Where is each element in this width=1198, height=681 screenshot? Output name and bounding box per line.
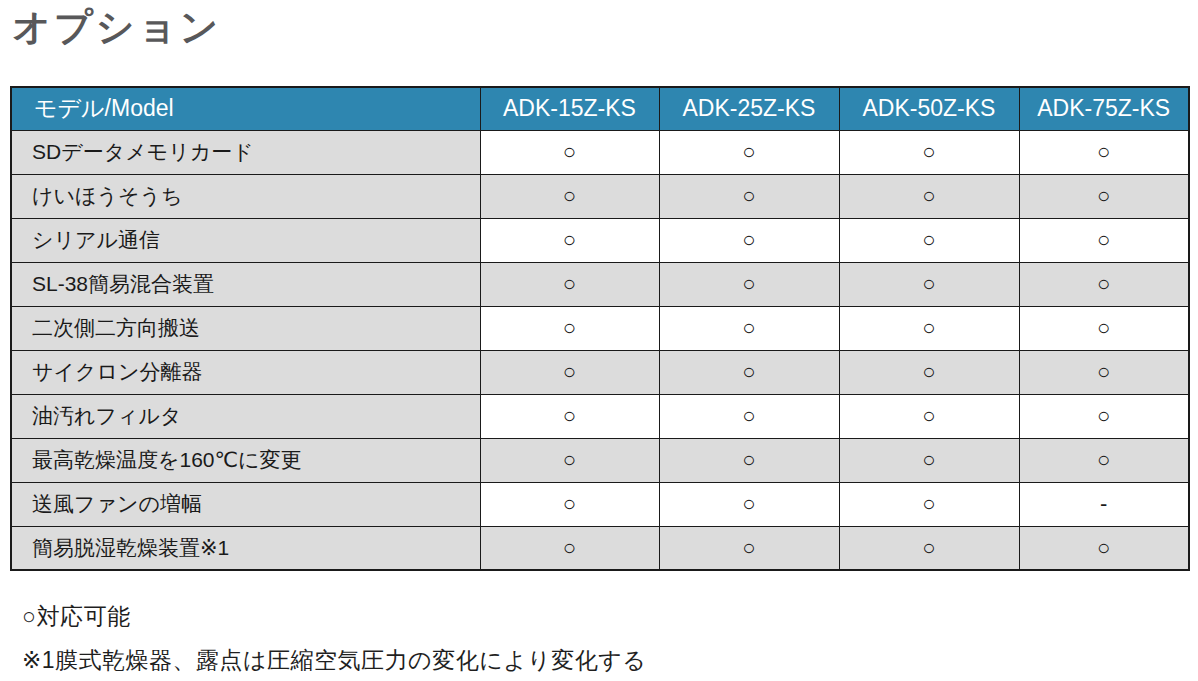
availability-dash: - (1019, 482, 1189, 526)
availability-circle: ○ (839, 262, 1019, 306)
column-header-model: モデル/Model (11, 87, 480, 130)
availability-circle: ○ (480, 526, 659, 570)
availability-circle: ○ (480, 218, 659, 262)
availability-circle: ○ (659, 218, 839, 262)
availability-circle: ○ (1019, 438, 1189, 482)
availability-circle: ○ (659, 438, 839, 482)
availability-circle: ○ (839, 438, 1019, 482)
availability-circle: ○ (1019, 130, 1189, 174)
availability-circle: ○ (480, 306, 659, 350)
column-header-adk-75z-ks: ADK-75Z-KS (1019, 87, 1189, 130)
availability-circle: ○ (1019, 350, 1189, 394)
availability-circle: ○ (1019, 306, 1189, 350)
availability-circle: ○ (1019, 526, 1189, 570)
availability-circle: ○ (1019, 174, 1189, 218)
availability-circle: ○ (659, 526, 839, 570)
availability-circle: ○ (839, 394, 1019, 438)
column-header-adk-25z-ks: ADK-25Z-KS (659, 87, 839, 130)
table-row: 油汚れフィルタ○○○○ (11, 394, 1189, 438)
availability-circle: ○ (480, 130, 659, 174)
option-row-label: 油汚れフィルタ (11, 394, 480, 438)
availability-circle: ○ (839, 350, 1019, 394)
availability-circle: ○ (839, 174, 1019, 218)
option-row-label: けいほうそうち (11, 174, 480, 218)
availability-circle: ○ (839, 218, 1019, 262)
availability-circle: ○ (659, 262, 839, 306)
column-header-adk-15z-ks: ADK-15Z-KS (480, 87, 659, 130)
table-row: 簡易脱湿乾燥装置※1○○○○ (11, 526, 1189, 570)
table-row: SDデータメモリカード○○○○ (11, 130, 1189, 174)
availability-circle: ○ (659, 130, 839, 174)
availability-circle: ○ (839, 482, 1019, 526)
table-row: けいほうそうち○○○○ (11, 174, 1189, 218)
availability-circle: ○ (480, 482, 659, 526)
option-row-label: 最高乾燥温度を160℃に変更 (11, 438, 480, 482)
option-row-label: SL-38簡易混合装置 (11, 262, 480, 306)
table-row: 二次側二方向搬送○○○○ (11, 306, 1189, 350)
header-row: モデル/Model ADK-15Z-KS ADK-25Z-KS ADK-50Z-… (11, 87, 1189, 130)
table-row: 送風ファンの増幅○○○- (11, 482, 1189, 526)
availability-circle: ○ (659, 174, 839, 218)
options-table-header: モデル/Model ADK-15Z-KS ADK-25Z-KS ADK-50Z-… (11, 87, 1189, 130)
options-table: モデル/Model ADK-15Z-KS ADK-25Z-KS ADK-50Z-… (10, 86, 1190, 571)
availability-circle: ○ (1019, 394, 1189, 438)
column-header-adk-50z-ks: ADK-50Z-KS (839, 87, 1019, 130)
option-row-label: SDデータメモリカード (11, 130, 480, 174)
option-row-label: 送風ファンの増幅 (11, 482, 480, 526)
availability-circle: ○ (659, 306, 839, 350)
options-page: オプション モデル/Model ADK-15Z-KS ADK-25Z-KS AD… (0, 4, 1198, 681)
availability-circle: ○ (839, 526, 1019, 570)
table-row: SL-38簡易混合装置○○○○ (11, 262, 1189, 306)
option-row-label: 二次側二方向搬送 (11, 306, 480, 350)
availability-circle: ○ (659, 394, 839, 438)
option-row-label: サイクロン分離器 (11, 350, 480, 394)
legend-available: ○対応可能 (22, 601, 1198, 632)
option-row-label: シリアル通信 (11, 218, 480, 262)
table-row: 最高乾燥温度を160℃に変更○○○○ (11, 438, 1189, 482)
option-row-label: 簡易脱湿乾燥装置※1 (11, 526, 480, 570)
availability-circle: ○ (1019, 218, 1189, 262)
availability-circle: ○ (1019, 262, 1189, 306)
availability-circle: ○ (839, 306, 1019, 350)
availability-circle: ○ (480, 262, 659, 306)
availability-circle: ○ (480, 174, 659, 218)
availability-circle: ○ (659, 350, 839, 394)
availability-circle: ○ (839, 130, 1019, 174)
options-table-body: SDデータメモリカード○○○○けいほうそうち○○○○シリアル通信○○○○SL-3… (11, 130, 1189, 570)
table-row: シリアル通信○○○○ (11, 218, 1189, 262)
availability-circle: ○ (659, 482, 839, 526)
availability-circle: ○ (480, 394, 659, 438)
page-title: オプション (12, 4, 1198, 50)
availability-circle: ○ (480, 350, 659, 394)
availability-circle: ○ (480, 438, 659, 482)
table-row: サイクロン分離器○○○○ (11, 350, 1189, 394)
footnote-1: ※1膜式乾燥器、露点は圧縮空気圧力の変化により変化する (22, 645, 1198, 676)
